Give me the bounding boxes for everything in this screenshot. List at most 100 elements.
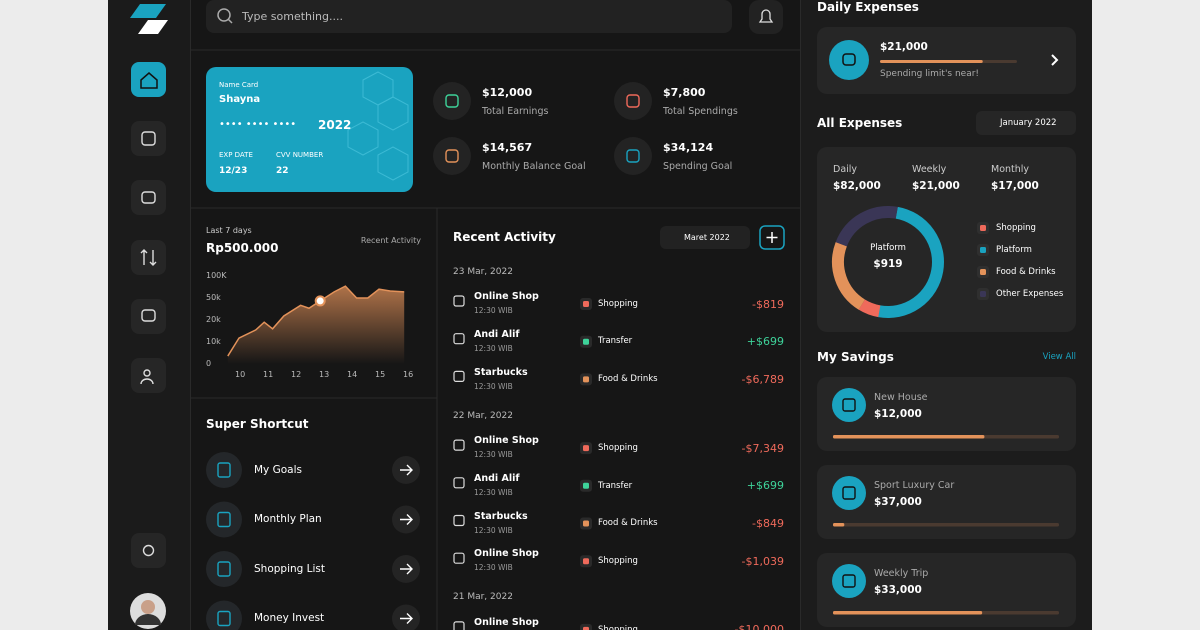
saving-icon <box>832 564 866 598</box>
card-number: •••• •••• •••• <box>219 119 297 130</box>
saving-name: New House <box>874 392 928 404</box>
donut-segment <box>832 206 944 318</box>
graphics <box>206 53 1059 630</box>
section-title: All Expenses <box>817 116 903 130</box>
chart-subtitle: Last 7 days <box>206 226 252 235</box>
y-tick-label: 10k <box>206 337 221 346</box>
x-tick-label: 11 <box>263 370 274 379</box>
x-tick-label: 15 <box>375 370 386 379</box>
section-title: My Savings <box>817 350 894 364</box>
donut-label: Platform <box>870 242 906 253</box>
activity-amount: +$699 <box>746 479 784 493</box>
wallet-glyph <box>842 53 856 66</box>
x-tick-label: 13 <box>319 370 330 379</box>
activity-icon <box>453 621 465 630</box>
section-title: Daily Expenses <box>817 0 919 14</box>
category-label: Shopping <box>598 624 638 630</box>
activity-icon <box>453 333 465 345</box>
activity-time: 12:30 WIB <box>474 525 513 535</box>
shortcut-label[interactable]: My Goals <box>254 463 302 476</box>
activity-name: Andi Alif <box>474 328 520 340</box>
daily-note: Spending limit's near! <box>880 68 980 79</box>
shortcut-label[interactable]: Money Invest <box>254 612 325 625</box>
legend-label: Other Expenses <box>996 288 1064 299</box>
decor <box>130 0 1076 630</box>
category-label: Transfer <box>598 336 633 347</box>
legend-dot <box>980 247 986 253</box>
shortcut-glyph <box>217 511 231 528</box>
shortcut-glyph <box>217 561 231 577</box>
donut-value: $919 <box>873 257 903 270</box>
x-tick-label: 10 <box>235 370 246 379</box>
daily-value: $21,000 <box>880 40 928 53</box>
progress-bar <box>833 523 845 527</box>
stat-icon <box>614 137 652 175</box>
card-label: Name Card <box>219 80 259 89</box>
summary-value: $17,000 <box>991 179 1039 192</box>
activity-icon <box>453 514 465 527</box>
area <box>227 286 405 364</box>
summary-value: $82,000 <box>833 179 881 192</box>
exp-value: 12/23 <box>219 165 248 176</box>
y-tick-label: 50k <box>206 293 221 302</box>
activity-time: 12:30 WIB <box>474 343 513 353</box>
stat-label: Total Earnings <box>482 106 549 118</box>
shortcut-icon <box>206 452 242 488</box>
category-label: Shopping <box>598 442 638 453</box>
activity-time: 12:30 WIB <box>474 306 513 316</box>
saving-icon <box>832 388 866 422</box>
shortcut-glyph <box>217 462 231 478</box>
category-dot <box>583 626 589 630</box>
activity-icon <box>453 370 465 382</box>
activity-amount: +$699 <box>746 335 784 349</box>
activity-icon <box>453 295 465 307</box>
card-year: 2022 <box>318 118 352 132</box>
category-dot <box>583 520 589 527</box>
stat-icon-glyph <box>626 94 640 108</box>
category-label: Transfer <box>598 480 633 491</box>
activity-amount: -$1,039 <box>741 554 784 568</box>
shortcut-label[interactable]: Shopping List <box>254 562 326 575</box>
summary-label: Monthly <box>991 164 1030 176</box>
stat-value: $7,800 <box>663 85 706 99</box>
activity-amount: -$819 <box>752 297 784 311</box>
saving-value: $37,000 <box>874 495 922 508</box>
x-tick-label: 16 <box>403 370 414 379</box>
activity-name: Online Shop <box>474 617 539 629</box>
category-label: Shopping <box>598 298 638 309</box>
stat-label: Spending Goal <box>663 161 733 173</box>
dashboard: Type something.... Name Card Shayna •••• ••… <box>108 0 1092 630</box>
card-name: Shayna <box>219 94 261 105</box>
shortcut-label[interactable]: Monthly Plan <box>254 513 322 526</box>
activity-name: Online Shop <box>474 435 539 447</box>
activity-date: 21 Mar, 2022 <box>453 592 513 603</box>
summary-value: $21,000 <box>912 179 960 192</box>
activity-date: 23 Mar, 2022 <box>453 266 513 277</box>
period-select[interactable]: Maret 2022 <box>684 233 730 242</box>
progress-bar <box>833 611 983 615</box>
saving-glyph <box>842 574 856 588</box>
activity-date: 22 Mar, 2022 <box>453 410 513 421</box>
shortcut-icon <box>206 501 242 538</box>
area-line <box>227 285 405 357</box>
chart-link[interactable]: Recent Activity <box>360 236 421 245</box>
legend-dot <box>980 225 986 231</box>
stat-icon <box>614 82 652 120</box>
view-all-link[interactable]: View All <box>1042 351 1076 362</box>
x-tick-label: 14 <box>347 370 358 379</box>
activity-name: Online Shop <box>474 548 539 560</box>
summary-label: Weekly <box>912 164 947 176</box>
period-select[interactable]: January 2022 <box>1000 117 1057 128</box>
summary-label: Daily <box>833 164 858 176</box>
activity-time: 12:30 WIB <box>474 450 513 460</box>
search-input[interactable]: Type something.... <box>242 9 343 23</box>
activity-name: Starbucks <box>474 366 528 378</box>
donut-segment <box>832 206 944 318</box>
legend-label: Shopping <box>996 222 1036 233</box>
y-tick-label: 20k <box>206 315 221 324</box>
section-title: Super Shortcut <box>206 417 309 431</box>
legend-label: Food & Drinks <box>996 266 1056 277</box>
arrow-glyph <box>400 563 413 575</box>
stat-label: Total Spendings <box>663 106 738 118</box>
